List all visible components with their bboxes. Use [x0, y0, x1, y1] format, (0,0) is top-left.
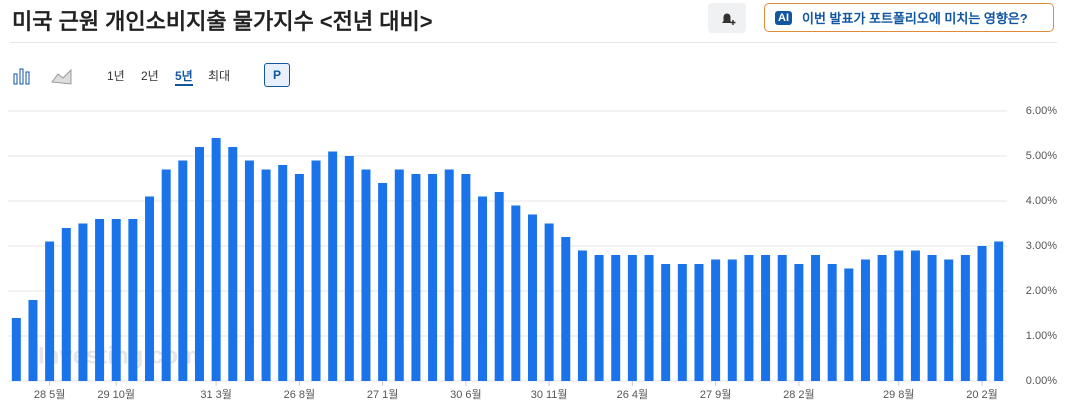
bar [544, 223, 554, 381]
icon [19, 68, 24, 85]
x-tick-label: 30 6월 [450, 388, 482, 401]
icon[interactable] [13, 73, 18, 85]
x-tick-label: 28 2월 [783, 388, 815, 401]
bar [328, 151, 338, 381]
bar [261, 169, 271, 381]
bar [577, 250, 587, 381]
ai-button[interactable]: AI 이번 발표가 포트폴리오에 미치는 영향은? [764, 3, 1054, 32]
bar [661, 264, 671, 381]
ai-tag: AI [775, 10, 792, 25]
icon[interactable] [51, 68, 72, 85]
bar [178, 160, 188, 381]
bar [111, 219, 121, 381]
bar [311, 160, 321, 381]
bar [844, 268, 854, 381]
bar [727, 259, 737, 381]
range-tab[interactable]: 최대 [208, 69, 231, 83]
chart-type-icons [13, 68, 72, 85]
bar [128, 219, 138, 381]
bar [244, 160, 254, 381]
bar [794, 264, 804, 381]
y-tick-label: 3.00% [1026, 240, 1057, 252]
title: 미국 근원 개인소비지출 물가지수 <전년 대비> [12, 9, 433, 34]
bar [95, 219, 105, 381]
bell-icon [722, 13, 736, 25]
bar [677, 264, 687, 381]
bar [910, 250, 920, 381]
x-tick-label: 29 8월 [883, 388, 915, 401]
bar [944, 259, 954, 381]
x-tick-label: 27 1월 [367, 388, 399, 401]
bar [194, 147, 204, 381]
range-tab[interactable]: 2년 [141, 69, 159, 83]
bar [527, 214, 537, 381]
bar [594, 255, 604, 381]
p-button[interactable]: P [264, 63, 290, 87]
x-tick-label: 27 9월 [700, 388, 732, 401]
bar [278, 165, 288, 381]
bar [444, 169, 454, 381]
bar [161, 169, 171, 381]
bar [744, 255, 754, 381]
y-tick-label: 5.00% [1026, 150, 1057, 162]
bar [561, 237, 571, 381]
range-tab[interactable]: 5년 [175, 67, 193, 86]
bar [378, 183, 388, 381]
y-tick-label: 6.00% [1026, 105, 1057, 117]
bar [45, 241, 55, 381]
bar [478, 196, 488, 381]
bar [777, 255, 787, 381]
y-tick-label: 0.00% [1026, 375, 1057, 387]
y-tick-label: 2.00% [1026, 285, 1057, 297]
bar [411, 174, 421, 381]
bar [511, 205, 521, 381]
bar [694, 264, 704, 381]
divider [10, 42, 1057, 43]
bar [461, 174, 471, 381]
bar [228, 147, 238, 381]
bar [611, 255, 621, 381]
bar [977, 246, 987, 381]
chart: Investing.com0.00%1.00%2.00%3.00%4.00%5.… [8, 105, 1057, 401]
alert-button[interactable] [708, 3, 746, 33]
bar [894, 250, 904, 381]
x-tick-label: 26 4월 [617, 388, 649, 401]
x-tick-label: 28 5월 [34, 388, 66, 401]
y-tick-label: 1.00% [1026, 330, 1057, 342]
bar [877, 255, 887, 381]
bar [927, 255, 937, 381]
x-tick-label: 30 11월 [531, 388, 568, 401]
y-tick-label: 4.00% [1026, 195, 1057, 207]
x-tick-label: 26 8월 [284, 388, 316, 401]
bar [860, 259, 870, 381]
bar [211, 138, 221, 381]
range-tab[interactable]: 1년 [107, 69, 125, 83]
bar [428, 174, 438, 381]
icon [25, 71, 30, 85]
bar [827, 264, 837, 381]
x-tick-label: 29 10월 [97, 388, 135, 401]
bar [627, 255, 637, 381]
bar [344, 156, 354, 381]
bar [78, 223, 88, 381]
x-tick-label: 20 2월 [966, 388, 998, 401]
bar [361, 169, 371, 381]
bar [960, 255, 970, 381]
bar [11, 318, 21, 381]
bar [711, 259, 721, 381]
bar [28, 300, 38, 381]
bar [994, 241, 1004, 381]
bar [644, 255, 654, 381]
bar [61, 228, 71, 381]
bar [761, 255, 771, 381]
bar [145, 196, 155, 381]
bar [394, 169, 404, 381]
bar [494, 192, 504, 381]
bar [811, 255, 821, 381]
bar [294, 174, 304, 381]
x-tick-label: 31 3월 [200, 388, 232, 401]
ai-text: 이번 발표가 포트폴리오에 미치는 영향은? [802, 11, 1028, 26]
